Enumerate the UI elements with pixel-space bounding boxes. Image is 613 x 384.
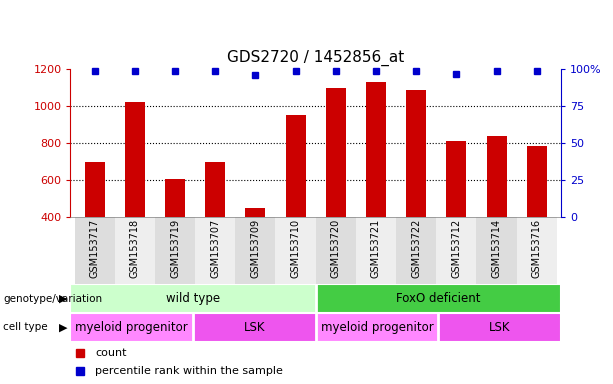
Bar [406, 90, 426, 217]
Bar [517, 217, 557, 284]
Bar [75, 217, 115, 284]
Text: ▶: ▶ [59, 293, 67, 304]
Bar [155, 217, 195, 284]
Text: cell type: cell type [3, 322, 48, 333]
Bar [316, 313, 438, 342]
Bar [235, 217, 275, 284]
Bar [286, 115, 306, 217]
Text: myeloid progenitor: myeloid progenitor [321, 321, 433, 334]
Bar [125, 103, 145, 217]
Bar [70, 284, 316, 313]
Text: GSM153719: GSM153719 [170, 219, 180, 278]
Bar [436, 217, 476, 284]
Bar [316, 284, 561, 313]
Text: LSK: LSK [489, 321, 511, 334]
Bar [356, 217, 396, 284]
Title: GDS2720 / 1452856_at: GDS2720 / 1452856_at [227, 50, 405, 66]
Text: GSM153721: GSM153721 [371, 219, 381, 278]
Bar [275, 217, 316, 284]
Bar [396, 217, 436, 284]
Text: LSK: LSK [243, 321, 265, 334]
Text: GSM153710: GSM153710 [291, 219, 300, 278]
Text: wild type: wild type [166, 292, 220, 305]
Bar [326, 88, 346, 217]
Text: FoxO deficient: FoxO deficient [396, 292, 481, 305]
Text: count: count [95, 348, 126, 358]
Bar [70, 313, 193, 342]
Text: GSM153707: GSM153707 [210, 219, 220, 278]
Bar [115, 217, 155, 284]
Text: GSM153714: GSM153714 [492, 219, 501, 278]
Bar [476, 217, 517, 284]
Text: percentile rank within the sample: percentile rank within the sample [95, 366, 283, 376]
Bar [165, 179, 185, 217]
Bar [245, 208, 265, 217]
Text: myeloid progenitor: myeloid progenitor [75, 321, 188, 334]
Bar [195, 217, 235, 284]
Text: genotype/variation: genotype/variation [3, 293, 102, 304]
Bar [527, 146, 547, 217]
Bar [487, 136, 506, 217]
Bar [438, 313, 561, 342]
Bar [446, 141, 466, 217]
Bar [316, 217, 356, 284]
Bar [85, 162, 105, 217]
Text: GSM153712: GSM153712 [451, 219, 462, 278]
Text: ▶: ▶ [59, 322, 67, 333]
Text: GSM153720: GSM153720 [331, 219, 341, 278]
Text: GSM153718: GSM153718 [130, 219, 140, 278]
Bar [193, 313, 316, 342]
Text: GSM153709: GSM153709 [250, 219, 261, 278]
Text: GSM153716: GSM153716 [531, 219, 542, 278]
Text: GSM153717: GSM153717 [89, 219, 100, 278]
Bar [366, 82, 386, 217]
Bar [205, 162, 225, 217]
Text: GSM153722: GSM153722 [411, 219, 421, 278]
